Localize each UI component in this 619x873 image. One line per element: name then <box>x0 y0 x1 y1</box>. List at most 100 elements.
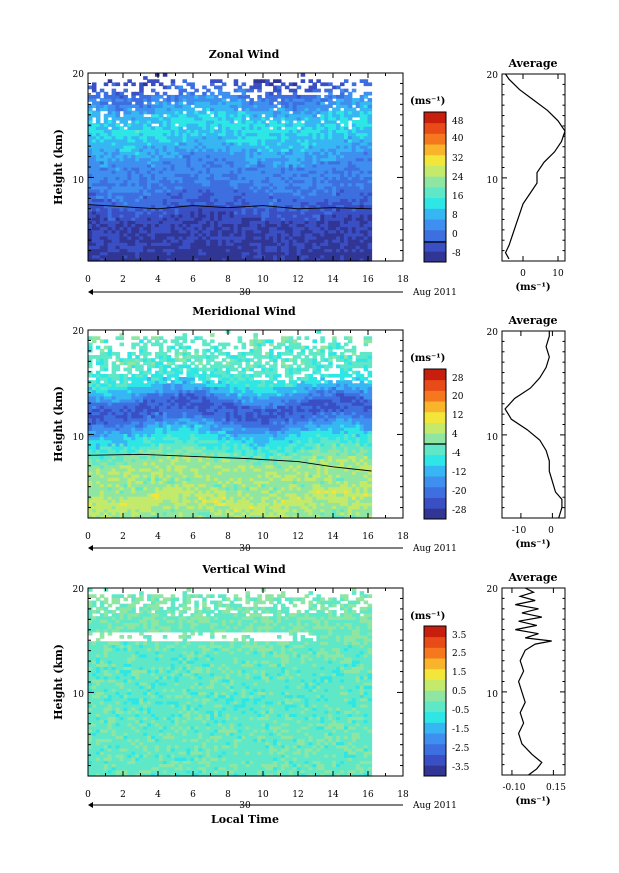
heatmap-cell <box>190 235 195 240</box>
heatmap-cell <box>111 496 117 500</box>
heatmap-cell <box>107 154 113 159</box>
heatmap-cell <box>355 245 361 250</box>
heatmap-cell <box>328 82 333 87</box>
heatmap-cell <box>245 157 251 162</box>
heatmap-cell <box>170 257 176 262</box>
heatmap-cell <box>280 110 286 115</box>
heatmap-cell <box>143 477 148 481</box>
heatmap-cell <box>131 336 136 340</box>
heatmap-cell <box>273 110 278 115</box>
heatmap-cell <box>111 163 117 168</box>
heatmap-cell <box>103 351 109 356</box>
heatmap-cell <box>308 170 314 174</box>
heatmap-cell <box>147 235 152 240</box>
heatmap-cell <box>277 185 282 190</box>
heatmap-cell <box>131 386 136 391</box>
heatmap-cell <box>304 195 310 199</box>
heatmap-cell <box>174 210 180 215</box>
heatmap-cell <box>343 251 349 256</box>
heatmap-cell <box>347 229 353 234</box>
heatmap-cell <box>103 235 109 240</box>
heatmap-cell <box>347 148 353 152</box>
heatmap-cell <box>107 138 113 143</box>
heatmap-cell <box>296 195 302 199</box>
heatmap-cell <box>316 79 321 83</box>
heatmap-cell <box>269 91 274 96</box>
heatmap-cell <box>111 167 117 171</box>
heatmap-cell <box>351 210 357 215</box>
heatmap-cell <box>336 138 341 143</box>
heatmap-cell <box>206 210 211 215</box>
heatmap-cell <box>277 251 282 256</box>
heatmap-cell <box>277 210 282 215</box>
heatmap-cell <box>111 232 117 237</box>
heatmap-cell <box>103 242 109 246</box>
heatmap-cell <box>99 467 105 472</box>
heatmap-cell <box>312 129 317 134</box>
heatmap-cell <box>273 214 278 218</box>
heatmap-cell <box>261 145 266 149</box>
heatmap-cell <box>95 373 101 378</box>
heatmap-cell <box>111 229 117 234</box>
heatmap-cell <box>123 486 128 491</box>
heatmap-cell <box>253 235 258 240</box>
heatmap-cell <box>190 138 195 143</box>
heatmap-cell <box>292 160 298 165</box>
heatmap-cell <box>154 160 160 165</box>
heatmap-cell <box>355 217 361 221</box>
heatmap-cell <box>288 188 294 193</box>
heatmap-cell <box>296 176 302 181</box>
heatmap-cell <box>221 107 227 112</box>
heatmap-cell <box>221 176 227 181</box>
heatmap-cell <box>367 207 373 212</box>
heatmap-cell <box>111 370 117 375</box>
heatmap-cell <box>343 104 349 109</box>
heatmap-cell <box>154 235 160 240</box>
heatmap-cell <box>343 132 349 137</box>
heatmap-cell <box>127 442 132 447</box>
heatmap-cell <box>284 107 290 112</box>
heatmap-cell <box>143 160 148 165</box>
heatmap-cell <box>225 154 231 159</box>
heatmap-cell <box>135 383 140 387</box>
heatmap-cell <box>245 254 251 259</box>
heatmap-cell <box>347 232 353 237</box>
heatmap-cell <box>351 157 357 162</box>
heatmap-cell <box>206 151 211 156</box>
heatmap-cell <box>296 98 302 102</box>
heatmap-cell <box>111 492 117 497</box>
heatmap-cell <box>139 502 144 507</box>
heatmap-cell <box>288 88 294 93</box>
heatmap-cell <box>210 195 215 199</box>
heatmap-cell <box>123 163 128 168</box>
heatmap-cell <box>332 229 337 234</box>
heatmap-cell <box>123 251 128 256</box>
heatmap-cell <box>143 132 148 137</box>
heatmap-cell <box>336 85 341 90</box>
heatmap-cell <box>151 383 156 387</box>
heatmap-cell <box>300 141 306 146</box>
heatmap-cell <box>99 408 105 413</box>
heatmap-cell <box>265 182 270 187</box>
heatmap-cell <box>332 167 337 171</box>
heatmap-cell <box>214 113 219 118</box>
heatmap-cell <box>336 163 341 168</box>
heatmap-cell <box>273 160 278 165</box>
heatmap-cell <box>88 398 93 403</box>
heatmap-cell <box>324 226 329 231</box>
heatmap-cell <box>198 173 203 177</box>
heatmap-cell <box>273 116 278 121</box>
heatmap-cell <box>119 386 125 391</box>
heatmap-cell <box>363 126 369 130</box>
heatmap-cell <box>198 185 203 190</box>
heatmap-cell <box>194 245 199 250</box>
heatmap-cell <box>316 195 321 199</box>
heatmap-cell <box>91 145 97 149</box>
heatmap-cell <box>103 113 109 118</box>
heatmap-cell <box>182 239 188 243</box>
heatmap-cell <box>198 163 203 168</box>
heatmap-cell <box>355 167 361 171</box>
heatmap-cell <box>88 104 93 109</box>
heatmap-cell <box>265 220 270 224</box>
heatmap-cell <box>273 254 278 259</box>
